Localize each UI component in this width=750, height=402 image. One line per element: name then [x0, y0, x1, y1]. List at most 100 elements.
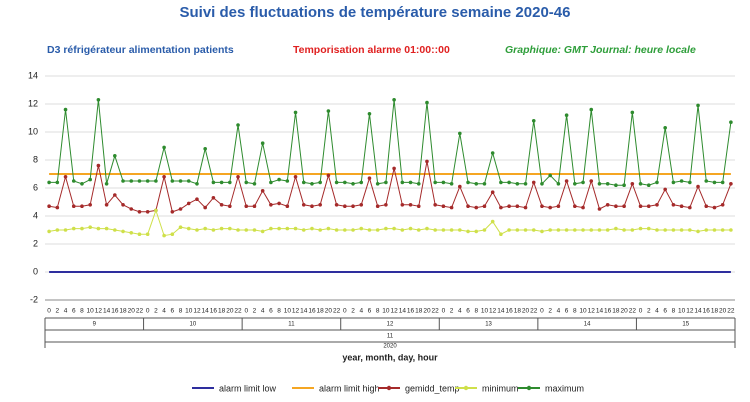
- y-tick-label: 2: [33, 238, 38, 248]
- data-point: [55, 228, 60, 232]
- data-point: [605, 228, 610, 232]
- data-point: [260, 141, 265, 145]
- x-tick-label: 8: [277, 308, 281, 315]
- data-point: [663, 228, 667, 232]
- x-tick-label: 18: [415, 308, 423, 315]
- data-point: [515, 182, 520, 186]
- data-point: [458, 228, 462, 232]
- data-point: [729, 120, 733, 124]
- x-tick-label: 16: [308, 308, 316, 315]
- data-point: [605, 203, 610, 207]
- data-point: [688, 228, 692, 232]
- data-point: [178, 207, 183, 211]
- data-point: [269, 180, 273, 185]
- data-point: [679, 179, 684, 183]
- data-point: [71, 179, 76, 183]
- data-point: [47, 229, 51, 234]
- data-point: [137, 232, 142, 236]
- data-point: [63, 107, 68, 112]
- data-point: [425, 226, 429, 231]
- data-point: [589, 107, 594, 112]
- data-point: [186, 201, 191, 206]
- x-tick-label: 16: [111, 308, 119, 315]
- data-point: [318, 203, 322, 207]
- x-tick-label: 10: [678, 308, 686, 315]
- data-point: [334, 228, 339, 232]
- data-point: [449, 182, 454, 186]
- data-point: [646, 204, 651, 208]
- legend-label: gemidd_temp: [405, 383, 460, 393]
- x-tick-label: 22: [234, 308, 242, 315]
- x-tick-label: 16: [407, 308, 415, 315]
- data-point: [219, 180, 224, 185]
- data-point: [63, 175, 68, 179]
- x-tick-label: 0: [244, 308, 248, 315]
- data-point: [630, 182, 635, 186]
- data-point: [573, 228, 577, 232]
- data-point: [301, 228, 306, 232]
- x-tick-label: 4: [359, 308, 363, 315]
- chart-title: Suivi des fluctuations de température se…: [180, 4, 571, 21]
- data-point: [564, 228, 569, 232]
- y-tick-label: 8: [33, 154, 38, 164]
- data-point: [219, 226, 224, 231]
- data-point: [343, 180, 347, 185]
- data-point: [638, 182, 643, 186]
- data-point: [80, 182, 84, 186]
- data-point: [688, 205, 692, 210]
- data-point: [359, 203, 364, 207]
- data-point: [416, 182, 421, 186]
- series-line: [49, 161, 732, 213]
- data-point: [564, 179, 569, 183]
- data-point: [351, 182, 355, 186]
- data-point: [186, 179, 191, 183]
- data-point: [203, 205, 207, 210]
- data-point: [384, 203, 388, 207]
- data-point: [236, 123, 240, 127]
- data-point: [236, 175, 240, 179]
- data-point: [614, 226, 618, 231]
- data-point: [71, 226, 76, 231]
- data-point: [696, 103, 700, 108]
- data-point: [679, 228, 684, 232]
- data-point: [556, 204, 561, 208]
- data-point: [597, 228, 602, 232]
- data-point: [113, 154, 117, 158]
- data-point: [162, 233, 166, 238]
- data-point: [252, 228, 257, 232]
- data-point: [384, 226, 388, 231]
- legend-label: alarm limit high: [319, 383, 380, 393]
- data-point: [375, 204, 380, 208]
- x-tick-label: 20: [620, 308, 628, 315]
- x-tick-label: 22: [530, 308, 538, 315]
- data-point: [137, 210, 142, 214]
- data-point: [622, 228, 626, 232]
- x-tick-label: 4: [64, 308, 68, 315]
- x-tick-label: 8: [179, 308, 183, 315]
- x-tick-label: 4: [162, 308, 166, 315]
- data-point: [449, 228, 454, 232]
- data-point: [186, 226, 191, 231]
- data-point: [712, 180, 717, 185]
- x-tick-label: 14: [399, 308, 407, 315]
- data-point: [71, 204, 76, 208]
- data-point: [170, 179, 175, 183]
- x-tick-label: 6: [565, 308, 569, 315]
- data-point: [129, 231, 134, 235]
- data-point: [441, 180, 446, 185]
- x-tick-label: 4: [655, 308, 659, 315]
- data-point: [145, 210, 150, 214]
- data-point: [343, 228, 347, 232]
- data-point: [573, 204, 577, 208]
- data-point: [104, 182, 109, 186]
- data-point: [244, 204, 249, 208]
- data-point: [679, 204, 684, 208]
- data-point: [614, 183, 618, 187]
- legend-label: minimum: [482, 383, 519, 393]
- data-point: [466, 229, 470, 234]
- x-tick-label: 8: [80, 308, 84, 315]
- y-tick-label: 12: [28, 98, 38, 108]
- x-tick-label: 20: [128, 308, 136, 315]
- x-tick-label: 0: [146, 308, 150, 315]
- data-point: [219, 203, 224, 207]
